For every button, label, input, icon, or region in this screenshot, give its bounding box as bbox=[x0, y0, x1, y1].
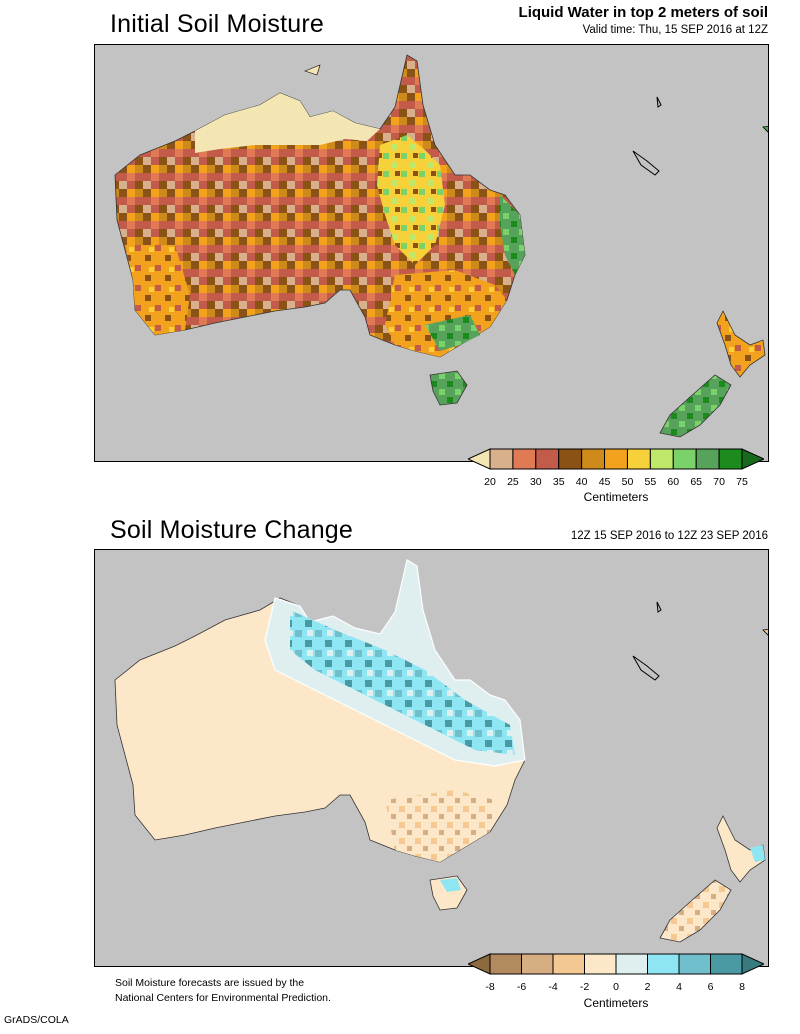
top-legend-swatch bbox=[489, 448, 514, 470]
footer-note-line1: Soil Moisture forecasts are issued by th… bbox=[115, 977, 305, 989]
bottom-legend-tick-label: 4 bbox=[676, 981, 682, 993]
bottom-legend-tick-label: -6 bbox=[516, 981, 527, 993]
top-legend-tick-label: 70 bbox=[713, 476, 725, 488]
top-legend-swatch bbox=[512, 448, 537, 470]
initial-soil-moisture-map-canvas bbox=[114, 54, 768, 438]
east-coast-green bbox=[500, 195, 525, 275]
bottom-legend-swatch bbox=[678, 953, 711, 975]
top-panel-title: Initial Soil Moisture bbox=[110, 10, 325, 38]
island-vanuatu-change bbox=[656, 601, 662, 613]
new-zealand-south-island bbox=[659, 374, 732, 438]
bottom-legend-tick-labels: -8 -6 -4 -2 0 2 4 6 8 bbox=[468, 981, 764, 995]
bottom-legend-swatch bbox=[615, 953, 648, 975]
wet-core bbox=[290, 610, 515, 755]
top-legend-tick-label: 65 bbox=[690, 476, 703, 488]
top-legend-swatch bbox=[535, 448, 560, 470]
top-panel-subtitle: Liquid Water in top 2 meters of soil bbox=[518, 4, 768, 21]
west-region bbox=[125, 245, 190, 335]
top-legend-tick-label: 55 bbox=[644, 476, 657, 488]
bottom-legend-swatch bbox=[521, 953, 554, 975]
credit-text: GrADS/COLA bbox=[4, 1014, 69, 1026]
bottom-legend-swatch bbox=[552, 953, 585, 975]
top-legend-tick-label: 20 bbox=[484, 476, 496, 488]
top-legend-swatch bbox=[558, 448, 583, 470]
new-caledonia bbox=[632, 150, 660, 176]
tasmania bbox=[429, 370, 468, 406]
top-legend-tick-label: 35 bbox=[552, 476, 565, 488]
top-legend-colorbar bbox=[466, 448, 766, 470]
bottom-legend-high-end bbox=[741, 953, 766, 975]
footer-note-line2: National Centers for Environmental Predi… bbox=[115, 992, 331, 1004]
island-png bbox=[304, 64, 321, 76]
bottom-legend-tick-label: 6 bbox=[707, 981, 714, 993]
top-legend-tick-label: 40 bbox=[575, 476, 588, 488]
bottom-legend-tick-label: -8 bbox=[485, 981, 495, 993]
bottom-legend-unit: Centimeters bbox=[583, 996, 649, 1010]
top-legend-tick-label: 75 bbox=[736, 476, 748, 488]
south-east-dry bbox=[385, 790, 495, 862]
bottom-legend-swatch bbox=[710, 953, 743, 975]
bottom-legend-colorbar bbox=[466, 953, 766, 975]
bottom-legend-tick-label: 0 bbox=[613, 981, 619, 993]
island-fiji bbox=[762, 125, 768, 133]
bottom-panel-title: Soil Moisture Change bbox=[110, 516, 354, 544]
soil-moisture-change-map-canvas bbox=[114, 559, 768, 943]
top-legend-high-end bbox=[741, 448, 766, 470]
top-legend-tick-label: 50 bbox=[621, 476, 634, 488]
new-caledonia-change bbox=[632, 655, 660, 681]
top-legend-tick-labels: 20 25 30 35 40 45 50 55 60 65 70 75 bbox=[468, 476, 764, 490]
tasmania-wet bbox=[440, 878, 461, 892]
top-legend-tick-label: 60 bbox=[667, 476, 680, 488]
new-zealand-south-island-change bbox=[659, 879, 732, 943]
soil-moisture-change-map bbox=[94, 549, 769, 967]
bottom-legend-tick-label: -4 bbox=[548, 981, 558, 993]
top-legend-swatch bbox=[581, 448, 606, 470]
bottom-legend-swatch bbox=[584, 953, 617, 975]
top-legend-tick-label: 30 bbox=[529, 476, 542, 488]
bottom-panel-period: 12Z 15 SEP 2016 to 12Z 23 SEP 2016 bbox=[570, 530, 768, 542]
footer-note: Soil Moisture forecasts are issued by th… bbox=[115, 976, 331, 1006]
top-legend-tick-label: 45 bbox=[598, 476, 611, 488]
initial-soil-moisture-map bbox=[94, 44, 769, 462]
top-legend-swatch bbox=[672, 448, 697, 470]
top-legend-swatch bbox=[695, 448, 720, 470]
north-dry-region bbox=[195, 93, 380, 153]
new-zealand-north-island bbox=[716, 310, 766, 378]
bottom-legend-swatch bbox=[647, 953, 680, 975]
bottom-legend-colorbar-svg bbox=[466, 953, 766, 975]
top-legend-colorbar-svg bbox=[466, 448, 766, 470]
south-east-region bbox=[385, 270, 507, 357]
east-wet-region bbox=[377, 135, 445, 265]
bottom-legend-tick-label: -2 bbox=[579, 981, 590, 993]
top-legend-tick-label: 25 bbox=[507, 476, 519, 488]
bottom-legend-tick-label: 2 bbox=[644, 981, 651, 993]
island-vanuatu bbox=[656, 96, 662, 108]
top-legend-swatch bbox=[649, 448, 674, 470]
new-zealand-north-island-change bbox=[716, 815, 766, 883]
south-east-green bbox=[425, 315, 480, 351]
top-legend-unit: Centimeters bbox=[583, 490, 649, 504]
bottom-legend-low-end bbox=[466, 953, 491, 975]
top-panel-valid-time: Valid time: Thu, 15 SEP 2016 at 12Z bbox=[582, 24, 768, 36]
top-legend-swatch bbox=[604, 448, 628, 470]
bottom-legend-tick-label: 8 bbox=[739, 981, 745, 993]
new-zealand-wet-patch bbox=[750, 845, 765, 862]
island-fiji-change bbox=[762, 628, 768, 636]
top-legend-swatch bbox=[718, 448, 743, 470]
bottom-legend-swatch bbox=[489, 953, 522, 975]
top-legend-swatch bbox=[626, 448, 651, 470]
top-legend-low-end bbox=[466, 448, 491, 470]
